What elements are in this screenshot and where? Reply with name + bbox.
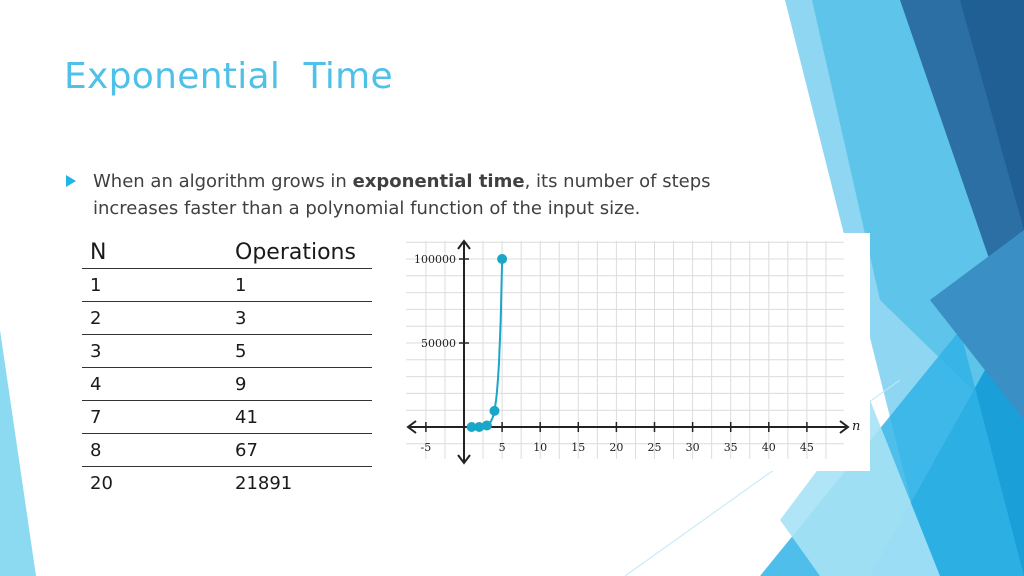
deco-shape-7 (780, 400, 940, 576)
series-line (471, 260, 504, 428)
bullet-text: When an algorithm grows in exponential t… (93, 168, 773, 222)
cell-operations: 9 (227, 367, 372, 401)
x-tick-label: 40 (762, 441, 776, 454)
x-tick-label: 20 (609, 441, 623, 454)
y-tick-label: 50000 (421, 337, 456, 350)
cell-n: 20 (90, 472, 113, 494)
bullet-text-before: When an algorithm grows in (93, 171, 353, 192)
cell-operations: 1 (227, 268, 372, 302)
cell-operations: 5 (227, 334, 372, 368)
cell-operations: 67 (227, 433, 372, 467)
y-axis-arrow-down (457, 454, 471, 465)
cell-n: 3 (82, 334, 227, 368)
cell-n: 4 (82, 367, 227, 401)
y-axis-arrow-up (457, 239, 471, 250)
x-tick-label: 45 (800, 441, 814, 454)
data-point (497, 254, 508, 264)
slide-title: Exponential Time (64, 56, 393, 97)
x-tick-label: 15 (571, 441, 585, 454)
bullet-text-after: , its number of steps increases faster t… (93, 171, 711, 219)
x-axis-label: n (852, 419, 861, 434)
bullet-arrow-icon (66, 175, 76, 187)
table-row: 7 41 (82, 400, 372, 434)
deco-shape-4 (960, 0, 1024, 230)
data-point (489, 405, 500, 416)
cell-operations: 21891 (235, 472, 293, 494)
y-tick-label: 100000 (414, 253, 456, 266)
header-n: N (82, 236, 227, 269)
chart-svg: -5 5 10 15 20 25 30 35 40 45 50000 100000 (406, 239, 850, 465)
x-tick-label: 25 (648, 441, 662, 454)
cell-n: 8 (82, 433, 227, 467)
table-row: 20 21891 (82, 467, 372, 500)
header-operations: Operations (227, 236, 372, 269)
x-tick-label: -5 (421, 441, 432, 454)
x-axis-arrow-right (839, 420, 850, 434)
x-tick-label: 30 (686, 441, 700, 454)
bullet-text-bold: exponential time (352, 171, 525, 192)
table-row: 8 67 (82, 433, 372, 467)
x-tick-label: 5 (499, 441, 506, 454)
deco-shape-8 (930, 230, 1024, 420)
deco-left-sliver (0, 330, 36, 576)
cell-n: 2 (82, 301, 227, 335)
x-axis-arrow-left (406, 420, 417, 434)
x-tick-label: 35 (724, 441, 738, 454)
cell-operations: 41 (227, 400, 372, 434)
cell-n: 7 (82, 400, 227, 434)
table-header-row: N Operations (82, 236, 372, 269)
cell-operations: 3 (227, 301, 372, 335)
x-tick-label: 10 (533, 441, 547, 454)
exponential-chart: -5 5 10 15 20 25 30 35 40 45 50000 100000 n (402, 233, 870, 471)
data-point (466, 422, 477, 432)
data-point (481, 420, 492, 431)
cell-n: 1 (82, 268, 227, 302)
data-point (474, 422, 485, 432)
